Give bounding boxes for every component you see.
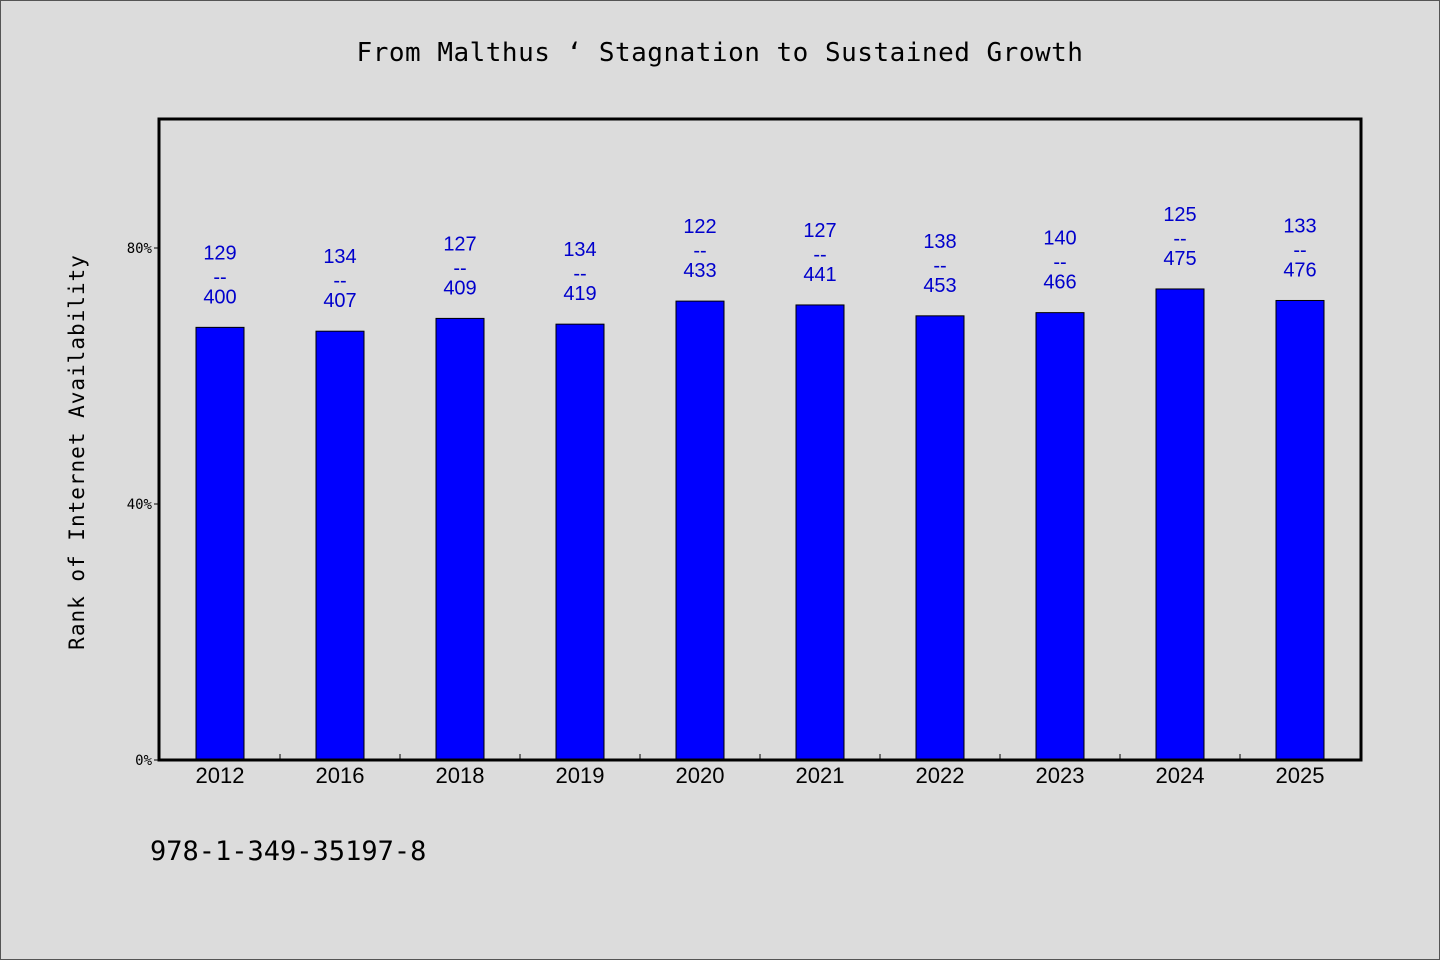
bar-label-top-2024: 125: [1163, 204, 1196, 226]
bar-2021: [795, 304, 845, 761]
bar-label-top-2022: 138: [923, 231, 956, 253]
bar-2012: [195, 326, 245, 761]
bar-label-bottom-2023: 466: [1043, 272, 1076, 294]
bar-label-top-2021: 127: [803, 220, 836, 242]
bar-label-top-2012: 129: [203, 242, 236, 264]
bar-label-bottom-2012: 400: [203, 286, 236, 308]
bar-label-bottom-2025: 476: [1283, 259, 1316, 281]
x-tick-label-2021: 2021: [796, 763, 845, 788]
bar-label-bottom-2024: 475: [1163, 248, 1196, 270]
x-tick-label-2019: 2019: [556, 763, 605, 788]
y-tick-label-0: 0%: [135, 753, 152, 769]
bar-2023: [1035, 312, 1085, 761]
bar-label-top-2023: 140: [1043, 228, 1076, 250]
x-tick-label-2018: 2018: [436, 763, 485, 788]
bar-2024: [1155, 288, 1205, 761]
bar-label-sep-2023: --: [1053, 252, 1066, 274]
bar-label-top-2019: 134: [563, 239, 596, 261]
bar-label-sep-2019: --: [573, 263, 586, 285]
x-tick-label-2012: 2012: [196, 763, 245, 788]
bar-label-sep-2012: --: [213, 266, 226, 288]
bars-layer: [195, 288, 1325, 761]
isbn-footnote: 978-1-349-35197-8: [150, 836, 427, 867]
x-tick-label-2024: 2024: [1156, 763, 1205, 788]
bar-label-bottom-2020: 433: [683, 260, 716, 282]
bar-label-bottom-2021: 441: [803, 264, 836, 286]
y-tick-label-40: 40%: [127, 497, 153, 513]
bar-label-bottom-2022: 453: [923, 275, 956, 297]
bar-label-sep-2018: --: [453, 257, 466, 279]
bar-2016: [315, 330, 365, 761]
x-tick-label-2023: 2023: [1036, 763, 1085, 788]
bar-label-sep-2016: --: [333, 270, 346, 292]
x-tick-label-2022: 2022: [916, 763, 965, 788]
bar-label-sep-2024: --: [1173, 228, 1186, 250]
y-axis: 0% 40% 80%: [127, 241, 160, 769]
bar-label-sep-2025: --: [1293, 239, 1306, 261]
bar-label-bottom-2016: 407: [323, 290, 356, 312]
bar-labels-layer: 129--400134--407127--409134--419122--433…: [203, 204, 1316, 312]
bar-2025: [1275, 299, 1325, 761]
bar-2022: [915, 315, 965, 761]
x-tick-label-2020: 2020: [676, 763, 725, 788]
bar-2020: [675, 300, 725, 761]
bar-2019: [555, 323, 605, 761]
x-tick-label-2016: 2016: [316, 763, 365, 788]
bar-label-sep-2021: --: [813, 244, 826, 266]
x-axis: 2012 2016 2018 2019 2020 2021 2022 2023 2024 2025: [196, 754, 1325, 788]
chart-title: From Malthus ‘ Stagnation to Sustained G…: [356, 38, 1084, 68]
y-tick-label-80: 80%: [127, 241, 153, 257]
x-tick-label-2025: 2025: [1276, 763, 1325, 788]
bar-label-sep-2020: --: [693, 240, 706, 262]
bar-label-top-2016: 134: [323, 246, 356, 268]
bar-2018: [435, 317, 485, 761]
bar-label-top-2018: 127: [443, 233, 476, 255]
bar-label-bottom-2019: 419: [563, 283, 596, 305]
bar-label-sep-2022: --: [933, 255, 946, 277]
bar-label-bottom-2018: 409: [443, 277, 476, 299]
bar-label-top-2020: 122: [683, 216, 716, 238]
bar-label-top-2025: 133: [1283, 215, 1316, 237]
